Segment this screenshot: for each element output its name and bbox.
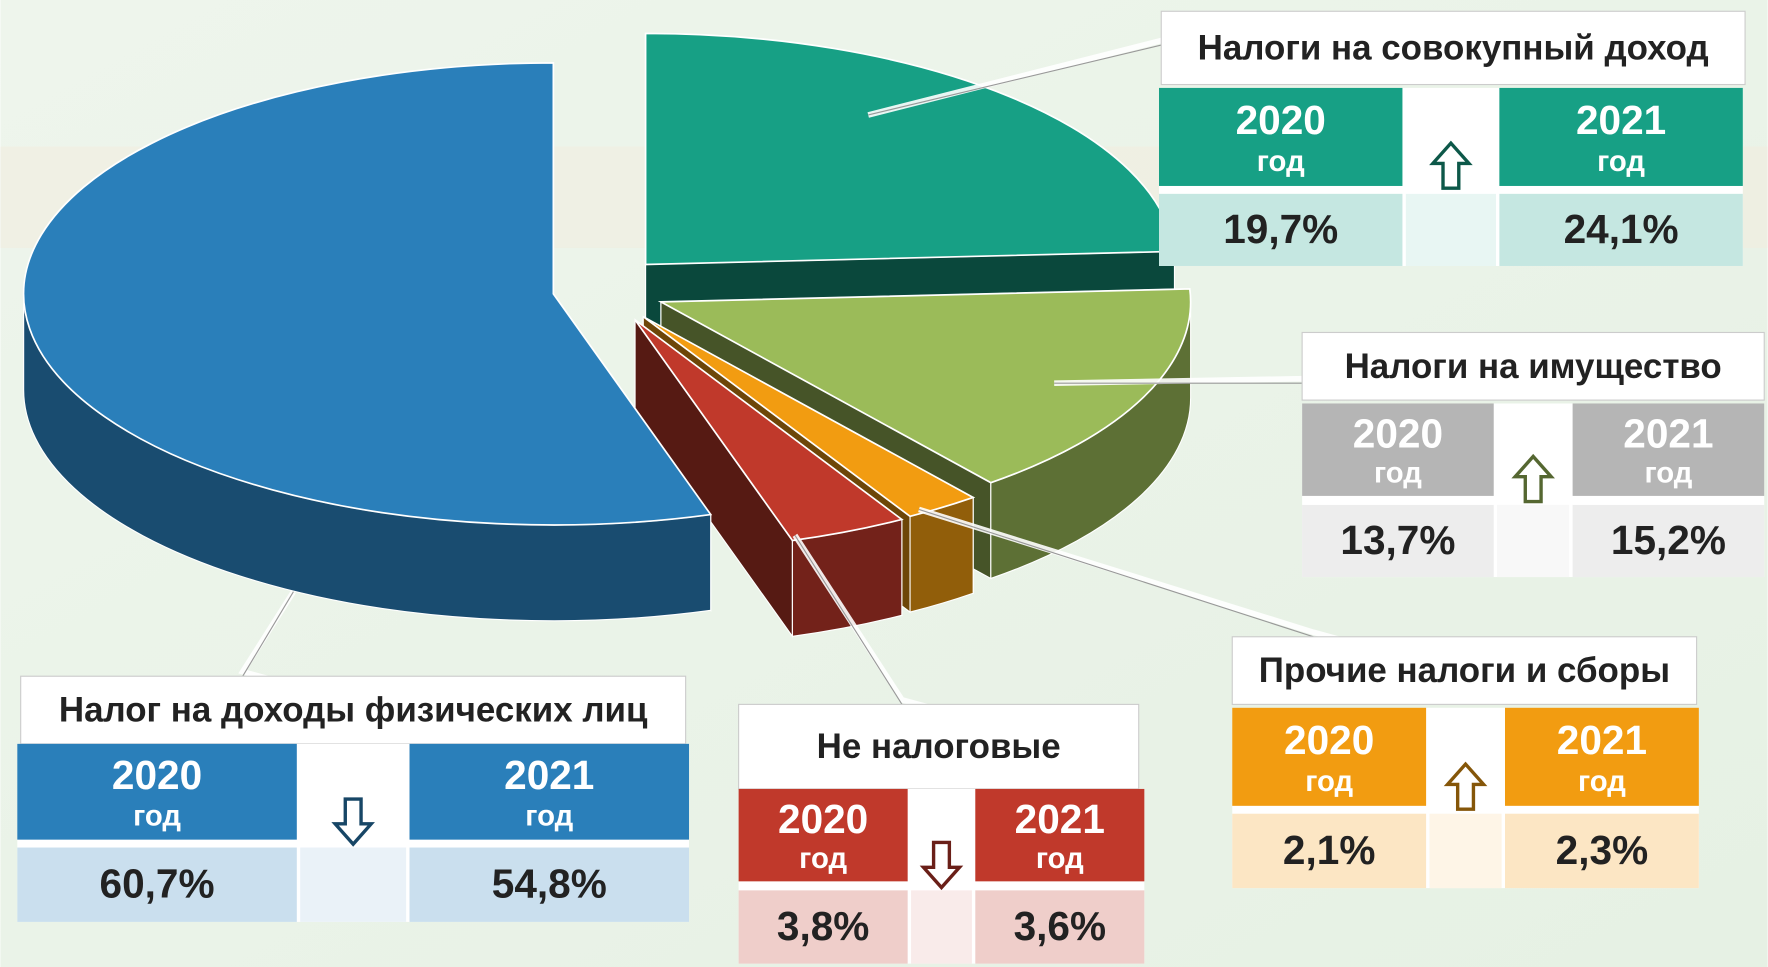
callout: Налоги на имущество2020год13,7%2021год15… <box>1054 331 1765 578</box>
slice <box>22 62 713 526</box>
period-label: год <box>799 842 847 875</box>
year-header <box>1232 707 1427 806</box>
year-header <box>738 788 908 882</box>
slice <box>657 287 1192 484</box>
value-label: 2,3% <box>1556 827 1648 873</box>
callout-title: Не налоговые <box>817 727 1061 766</box>
period-label: год <box>1597 145 1645 178</box>
value-label: 13,7% <box>1340 517 1455 563</box>
year-label: 2021 <box>1557 717 1647 763</box>
callout-title-box <box>738 703 1140 790</box>
callout: Прочие налоги и сборы2020год2,1%2021год2… <box>918 506 1699 889</box>
value-cell <box>738 890 908 964</box>
callout-title: Налоги на совокупный доход <box>1198 28 1709 67</box>
leader-line <box>242 591 294 677</box>
value-label: 15,2% <box>1611 517 1726 563</box>
callout: Налоги на совокупный доход2020год19,7%20… <box>867 10 1746 266</box>
callout-middle-value <box>300 847 407 922</box>
value-cell <box>1302 504 1494 578</box>
change-arrow <box>1429 140 1473 190</box>
leader-line <box>918 508 1314 638</box>
period-label: год <box>1644 456 1692 489</box>
value-cell <box>409 847 690 922</box>
callout-middle-value <box>1405 193 1496 266</box>
period-label: год <box>1578 765 1626 798</box>
change-arrow <box>1443 761 1488 811</box>
value-cell <box>1158 193 1403 266</box>
callout-title: Налог на доходы физических лиц <box>59 691 648 730</box>
year-label: 2020 <box>778 796 868 842</box>
callout-middle-value <box>911 890 972 964</box>
value-label: 24,1% <box>1564 206 1679 252</box>
value-label: 60,7% <box>100 861 215 907</box>
slice <box>644 32 1176 266</box>
value-cell <box>1232 813 1427 889</box>
value-cell <box>1572 504 1765 578</box>
period-label: год <box>1036 842 1084 875</box>
callout-title-box <box>1231 636 1698 705</box>
year-label: 2021 <box>1576 97 1666 143</box>
callout: Налог на доходы физических лиц2020год60,… <box>17 590 690 922</box>
year-label: 2021 <box>504 752 594 798</box>
year-header <box>1572 403 1765 496</box>
value-label: 3,8% <box>777 903 869 949</box>
callouts: Налоги на совокупный доход2020год19,7%20… <box>17 10 1765 964</box>
value-cell <box>17 847 297 922</box>
value-cell <box>975 890 1145 964</box>
value-label: 19,7% <box>1223 206 1338 252</box>
value-cell <box>1499 193 1743 266</box>
year-label: 2020 <box>1353 410 1443 456</box>
year-label: 2021 <box>1015 796 1105 842</box>
value-cell <box>1504 813 1699 889</box>
year-header <box>1158 87 1403 186</box>
callout-title-box <box>1301 331 1765 401</box>
year-label: 2021 <box>1623 410 1713 456</box>
year-header <box>1504 707 1699 806</box>
slice <box>634 319 904 542</box>
year-header <box>1302 403 1494 496</box>
value-label: 3,6% <box>1014 903 1106 949</box>
pie <box>22 32 1192 639</box>
value-label: 2,1% <box>1283 827 1375 873</box>
leader-line <box>794 535 903 705</box>
period-label: год <box>1374 456 1422 489</box>
callout-title-box <box>20 675 687 745</box>
year-header <box>409 743 690 840</box>
callout-title: Налоги на имущество <box>1345 347 1722 386</box>
year-header <box>975 788 1145 882</box>
callout-middle-value <box>1429 813 1502 889</box>
change-arrow <box>919 840 964 891</box>
period-label: год <box>1257 145 1305 178</box>
year-header <box>1499 87 1743 186</box>
period-label: год <box>525 799 573 832</box>
change-arrow <box>331 797 375 847</box>
slice <box>642 315 976 518</box>
year-label: 2020 <box>112 752 202 798</box>
period-label: год <box>133 799 181 832</box>
callout-title-box <box>1160 10 1746 86</box>
leader-line <box>868 44 1162 116</box>
period-label: год <box>1305 765 1353 798</box>
callout-title: Прочие налоги и сборы <box>1259 651 1670 690</box>
callout-middle-value <box>1497 504 1570 578</box>
value-label: 54,8% <box>492 861 607 907</box>
change-arrow <box>1511 453 1555 504</box>
year-label: 2020 <box>1284 717 1374 763</box>
year-label: 2020 <box>1236 97 1326 143</box>
year-header <box>17 743 297 840</box>
